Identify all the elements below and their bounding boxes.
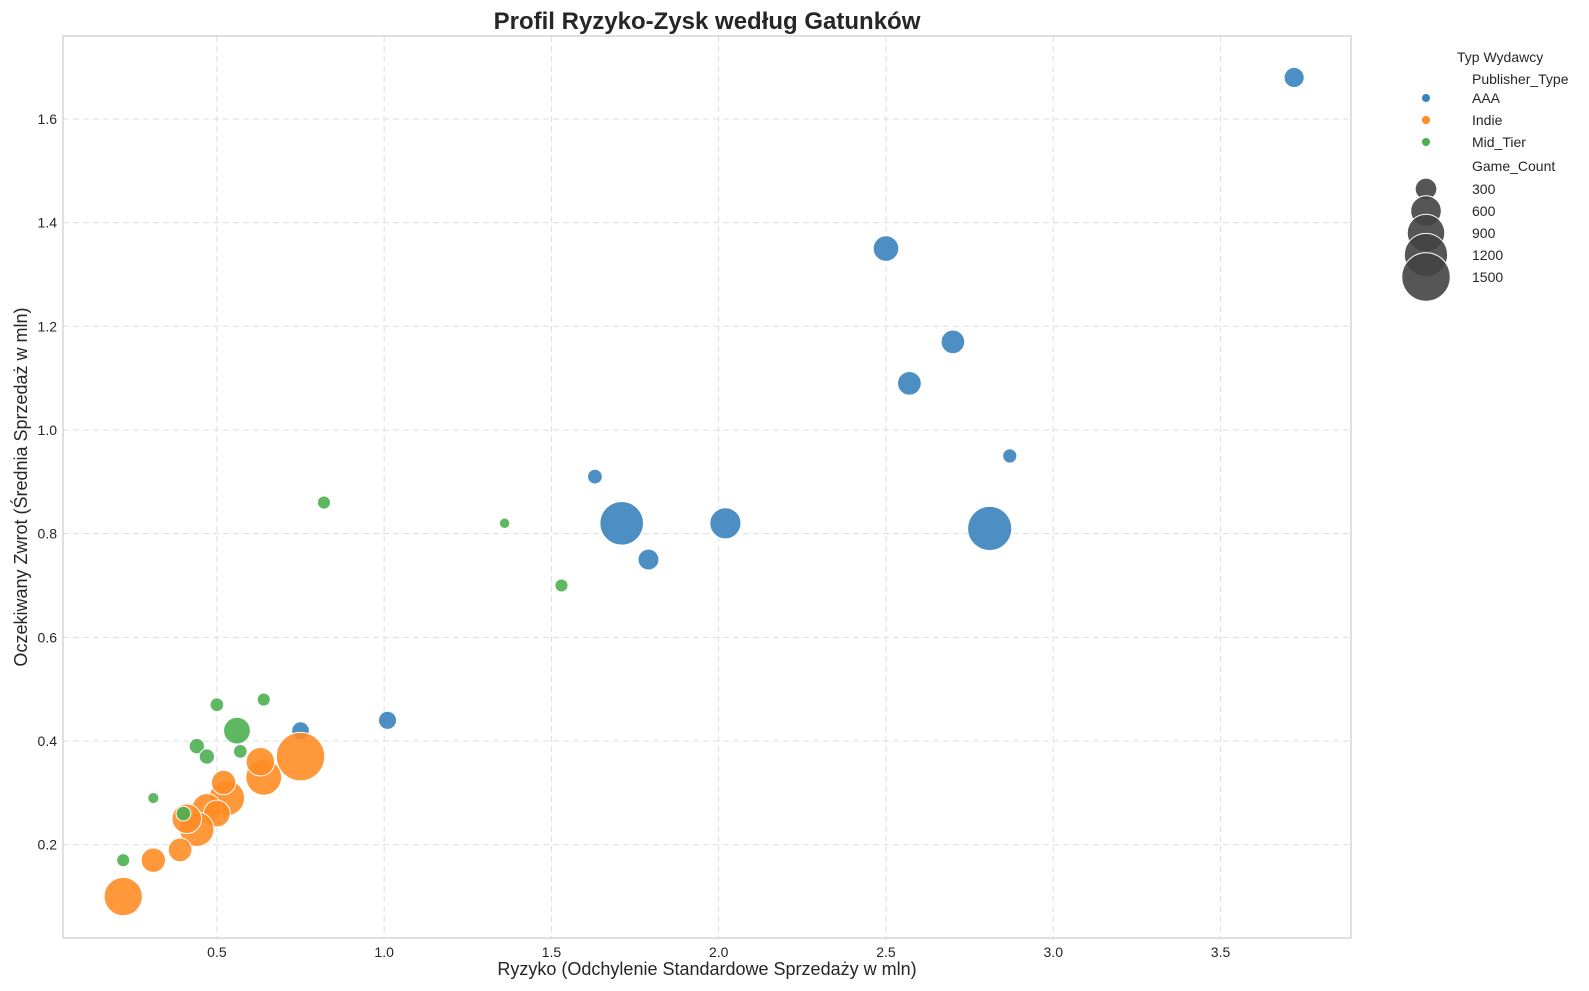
data-point bbox=[198, 748, 216, 765]
legend-size-entries: 300 600 900 1200 1500 bbox=[1401, 177, 1503, 302]
plot-frame bbox=[62, 35, 1352, 939]
x-tick-label: 3.5 bbox=[1211, 944, 1231, 960]
x-axis-label: Ryzyko (Odchylenie Standardowe Sprzedaży… bbox=[497, 959, 916, 979]
x-tick-label: 1.0 bbox=[374, 944, 394, 960]
data-point bbox=[587, 468, 603, 485]
x-tick-label: 0.5 bbox=[207, 944, 227, 960]
legend-series-label: Indie bbox=[1472, 112, 1503, 128]
legend-title: Typ Wydawcy bbox=[1457, 49, 1543, 65]
data-point bbox=[103, 876, 143, 917]
y-tick-label: 1.4 bbox=[38, 215, 58, 231]
series-mid-tier bbox=[116, 495, 569, 868]
y-tick-label: 0.8 bbox=[38, 526, 58, 542]
data-point bbox=[167, 837, 193, 863]
data-point bbox=[637, 548, 660, 571]
data-point bbox=[316, 495, 332, 510]
data-point bbox=[897, 370, 922, 396]
data-point bbox=[275, 731, 326, 782]
legend: Typ Wydawcy Publisher_Type AAA Indie Mid_T… bbox=[1401, 49, 1569, 302]
y-tick-label: 0.4 bbox=[38, 733, 58, 749]
data-point bbox=[967, 505, 1013, 552]
legend-hue-title: Publisher_Type bbox=[1472, 71, 1569, 87]
data-point bbox=[223, 716, 251, 745]
series-indie bbox=[103, 731, 326, 917]
y-tick-label: 1.0 bbox=[38, 422, 58, 438]
data-point bbox=[709, 507, 742, 540]
x-tick-label: 3.0 bbox=[1044, 944, 1064, 960]
data-point bbox=[554, 578, 569, 593]
grid bbox=[63, 36, 1351, 938]
data-points bbox=[103, 66, 1305, 917]
data-point bbox=[1002, 448, 1018, 464]
data-point bbox=[872, 235, 900, 262]
data-point bbox=[940, 329, 966, 355]
plot-area bbox=[63, 36, 1351, 938]
data-point bbox=[175, 805, 192, 822]
data-point bbox=[140, 847, 167, 873]
y-tick-label: 0.2 bbox=[38, 837, 58, 853]
legend-size-marker bbox=[1401, 252, 1451, 302]
data-point bbox=[599, 500, 645, 546]
legend-size-title: Game_Count bbox=[1472, 158, 1555, 174]
x-tick-label: 1.5 bbox=[542, 944, 562, 960]
legend-marker bbox=[1422, 138, 1430, 146]
legend-marker bbox=[1422, 116, 1430, 124]
data-point bbox=[116, 853, 131, 868]
legend-marker bbox=[1422, 94, 1430, 102]
y-tick-label: 1.2 bbox=[38, 318, 58, 334]
series-aaa bbox=[291, 66, 1305, 740]
data-point bbox=[147, 791, 160, 805]
legend-series-label: Mid_Tier bbox=[1472, 134, 1526, 150]
legend-series-label: AAA bbox=[1472, 90, 1501, 106]
legend-series-entries: AAA Indie Mid_Tier bbox=[1422, 90, 1526, 150]
data-point bbox=[209, 697, 225, 713]
data-point bbox=[188, 738, 205, 755]
y-tick-labels: 0.2 0.4 0.6 0.8 1.0 1.2 1.4 1.6 bbox=[38, 111, 58, 853]
x-tick-labels: 0.5 1.0 1.5 2.0 2.5 3.0 3.5 bbox=[207, 944, 1230, 960]
legend-size-label: 300 bbox=[1472, 181, 1496, 197]
legend-size-label: 1200 bbox=[1472, 247, 1503, 263]
y-tick-label: 0.6 bbox=[38, 629, 58, 645]
legend-size-label: 1500 bbox=[1472, 269, 1503, 285]
data-point bbox=[245, 746, 276, 777]
y-tick-label: 1.6 bbox=[38, 111, 58, 127]
x-tick-label: 2.5 bbox=[876, 944, 896, 960]
x-tick-label: 2.0 bbox=[709, 944, 729, 960]
legend-size-label: 600 bbox=[1472, 203, 1496, 219]
y-axis-label: Oczekiwany Zwrot (Średnia Sprzedaż w mln… bbox=[10, 307, 31, 666]
data-point bbox=[232, 744, 248, 759]
data-point bbox=[256, 692, 271, 707]
legend-size-label: 900 bbox=[1472, 225, 1496, 241]
data-point bbox=[210, 769, 237, 796]
chart-title: Profil Ryzyko-Zysk według Gatunków bbox=[494, 8, 921, 35]
data-point bbox=[377, 710, 398, 730]
data-point bbox=[498, 517, 511, 530]
data-point bbox=[1283, 66, 1305, 89]
